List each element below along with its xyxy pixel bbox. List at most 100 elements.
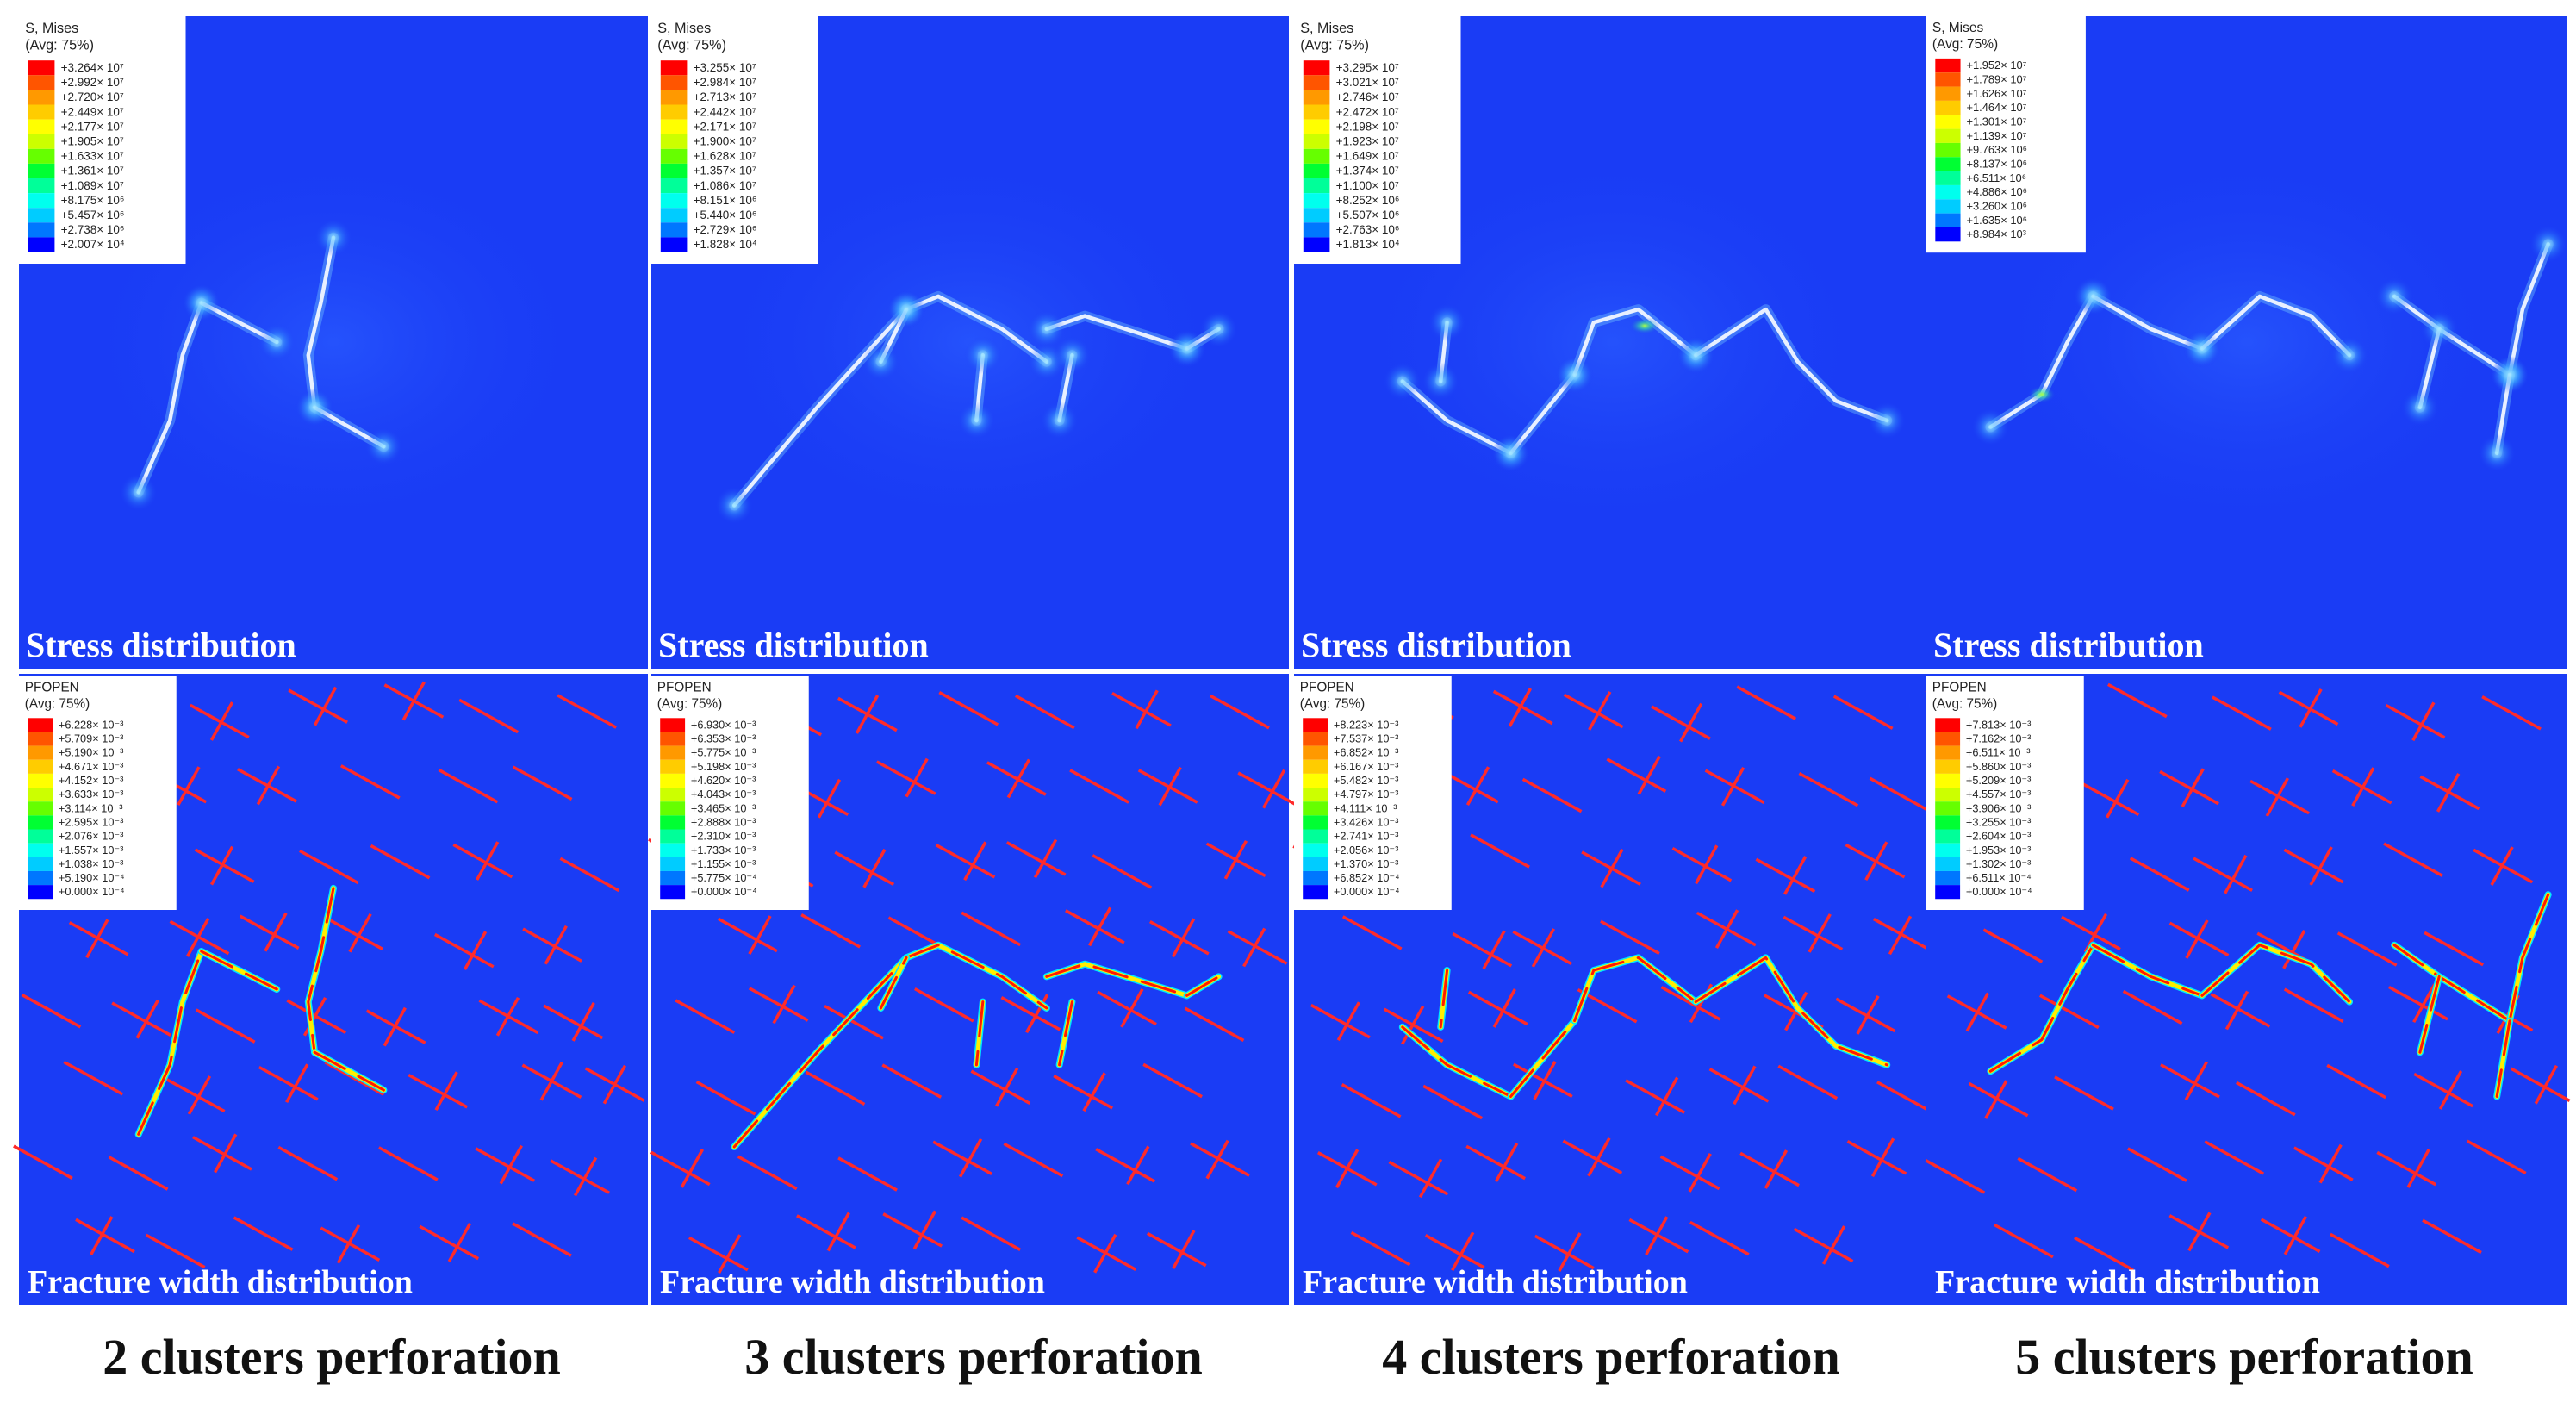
stress-2-legend-swatch xyxy=(28,208,55,223)
natural-fracture xyxy=(2388,985,2448,1021)
stress-panel-3: S, Mises (Avg: 75%) +3.255× 10⁷ +2.984× 10⁷… xyxy=(651,16,1289,669)
natural-fracture xyxy=(458,698,519,734)
fracture-5-legend-swatch xyxy=(1935,857,1961,871)
fracture-2-legend-value: +4.671× 10⁻³ xyxy=(59,760,123,773)
fracture-panel-5: PFOPEN(Avg: 75%) +7.813× 10⁻³+7.162× 10⁻³… xyxy=(1925,674,2571,1305)
natural-fracture xyxy=(1873,918,1933,953)
natural-fracture xyxy=(557,694,618,729)
natural-fracture xyxy=(875,760,936,795)
stress-crack xyxy=(136,301,203,495)
stress-3-legend-value: +1.086× 10⁷ xyxy=(694,179,756,192)
crack-tip-glow xyxy=(1677,336,1715,375)
natural-fracture xyxy=(1512,1062,1573,1099)
natural-fracture xyxy=(189,703,250,739)
natural-fracture xyxy=(2282,929,2306,969)
natural-fracture xyxy=(1184,1006,1245,1042)
natural-fracture xyxy=(1336,1001,1360,1042)
fracture-5-legend-value: +5.209× 10⁻³ xyxy=(1966,774,2032,787)
fracture-3-legend-swatch xyxy=(660,788,686,802)
fracture-3-legend-swatch xyxy=(660,885,686,900)
natural-fracture xyxy=(1172,1230,1196,1269)
stress-3-legend-swatch xyxy=(660,90,688,105)
stress-4-legend-swatch xyxy=(1303,178,1330,194)
natural-fracture xyxy=(695,1080,756,1116)
stress-2-legend-swatch xyxy=(28,193,55,209)
natural-fracture xyxy=(718,917,778,953)
fracture-core xyxy=(1573,956,1697,1023)
fracture-core xyxy=(2091,944,2204,997)
stress-halo xyxy=(69,146,598,539)
natural-fracture xyxy=(1755,857,1816,894)
fracture-5-legend-value: +7.813× 10⁻³ xyxy=(1966,718,2032,731)
stress-2-legend-value: +1.905× 10⁷ xyxy=(61,135,124,148)
natural-fracture xyxy=(2074,1236,2134,1272)
natural-fracture xyxy=(1088,906,1112,947)
natural-fracture xyxy=(1714,909,1739,949)
natural-fracture xyxy=(1093,1233,1117,1274)
natural-fracture xyxy=(177,766,201,806)
crack-tip-glow xyxy=(862,342,900,381)
natural-fracture xyxy=(824,1004,884,1040)
natural-fracture xyxy=(1135,689,1159,730)
fracture-core xyxy=(1988,944,2094,1073)
stress-3-legend-avg: (Avg: 75%) xyxy=(657,38,726,53)
natural-fracture xyxy=(1000,996,1061,1031)
natural-fracture xyxy=(1533,1060,1557,1100)
fracture-4-legend-swatch xyxy=(1303,885,1328,900)
crack-tip-glow xyxy=(963,336,1002,375)
fracture-3-legend-value: +0.000× 10⁻⁴ xyxy=(691,885,757,898)
natural-fracture xyxy=(1846,1140,1907,1175)
crack-tip-glow xyxy=(1555,355,1594,394)
natural-fracture xyxy=(748,987,809,1022)
natural-fracture xyxy=(2413,1072,2474,1108)
fracture-5-legend-avg: (Avg: 75%) xyxy=(1932,696,1997,711)
natural-fracture xyxy=(1092,854,1153,889)
natural-fracture xyxy=(1777,1064,1839,1100)
natural-fracture xyxy=(1097,990,1157,1026)
stress-5-legend-swatch xyxy=(1935,171,1961,185)
fracture-core xyxy=(2495,1019,2511,1098)
natural-fracture xyxy=(1783,856,1808,895)
natural-fracture xyxy=(1798,771,1859,807)
stress-2-legend-value: +1.089× 10⁷ xyxy=(61,179,124,192)
natural-fracture xyxy=(961,911,1022,947)
natural-fracture xyxy=(1888,915,1913,956)
natural-fracture xyxy=(1587,1137,1611,1177)
natural-fracture xyxy=(1003,1142,1064,1178)
stress-crack xyxy=(306,235,336,410)
natural-fracture xyxy=(1470,833,1530,869)
natural-fracture xyxy=(2283,1215,2308,1255)
stress-4-legend-value: +2.198× 10⁷ xyxy=(1336,120,1399,133)
natural-fracture xyxy=(1171,918,1196,958)
natural-fracture xyxy=(550,1159,610,1194)
natural-fracture xyxy=(377,1146,439,1181)
natural-fracture xyxy=(1688,1153,1712,1193)
fracture-4-legend-value: +2.056× 10⁻³ xyxy=(1334,844,1399,857)
fracture-5-legend-swatch xyxy=(1935,773,1961,788)
natural-fracture xyxy=(499,1144,523,1185)
fracture-width-label: Fracture width distribution xyxy=(660,1264,1045,1300)
natural-fracture xyxy=(264,912,288,952)
fracture-core xyxy=(1185,975,1221,997)
fracture-4-legend-swatch xyxy=(1303,815,1328,830)
natural-fracture xyxy=(1005,841,1067,876)
natural-fracture xyxy=(1006,758,1030,799)
natural-fracture xyxy=(1237,771,1298,807)
natural-fracture xyxy=(1968,1081,2029,1118)
stress-5-legend-value: +1.952× 10⁷ xyxy=(1966,59,2026,72)
natural-fracture xyxy=(1142,1062,1203,1099)
fracture-4-legend-value: +4.111× 10⁻³ xyxy=(1334,801,1397,814)
natural-fracture xyxy=(2249,779,2310,815)
caption-2-clusters: 2 clusters perforation xyxy=(103,1329,561,1385)
natural-fracture xyxy=(2224,990,2249,1031)
crack-tip-glow xyxy=(1971,408,2010,446)
natural-fracture xyxy=(1562,1139,1623,1174)
natural-fracture xyxy=(383,1006,407,1047)
fracture-3-legend-swatch xyxy=(660,843,686,857)
natural-fracture xyxy=(2438,1070,2463,1110)
fracture-4-legend-swatch xyxy=(1303,870,1328,886)
stress-5-legend-swatch xyxy=(1935,213,1961,227)
natural-fracture xyxy=(688,1236,749,1272)
stress-2-legend-value: +2.738× 10⁶ xyxy=(61,223,125,236)
